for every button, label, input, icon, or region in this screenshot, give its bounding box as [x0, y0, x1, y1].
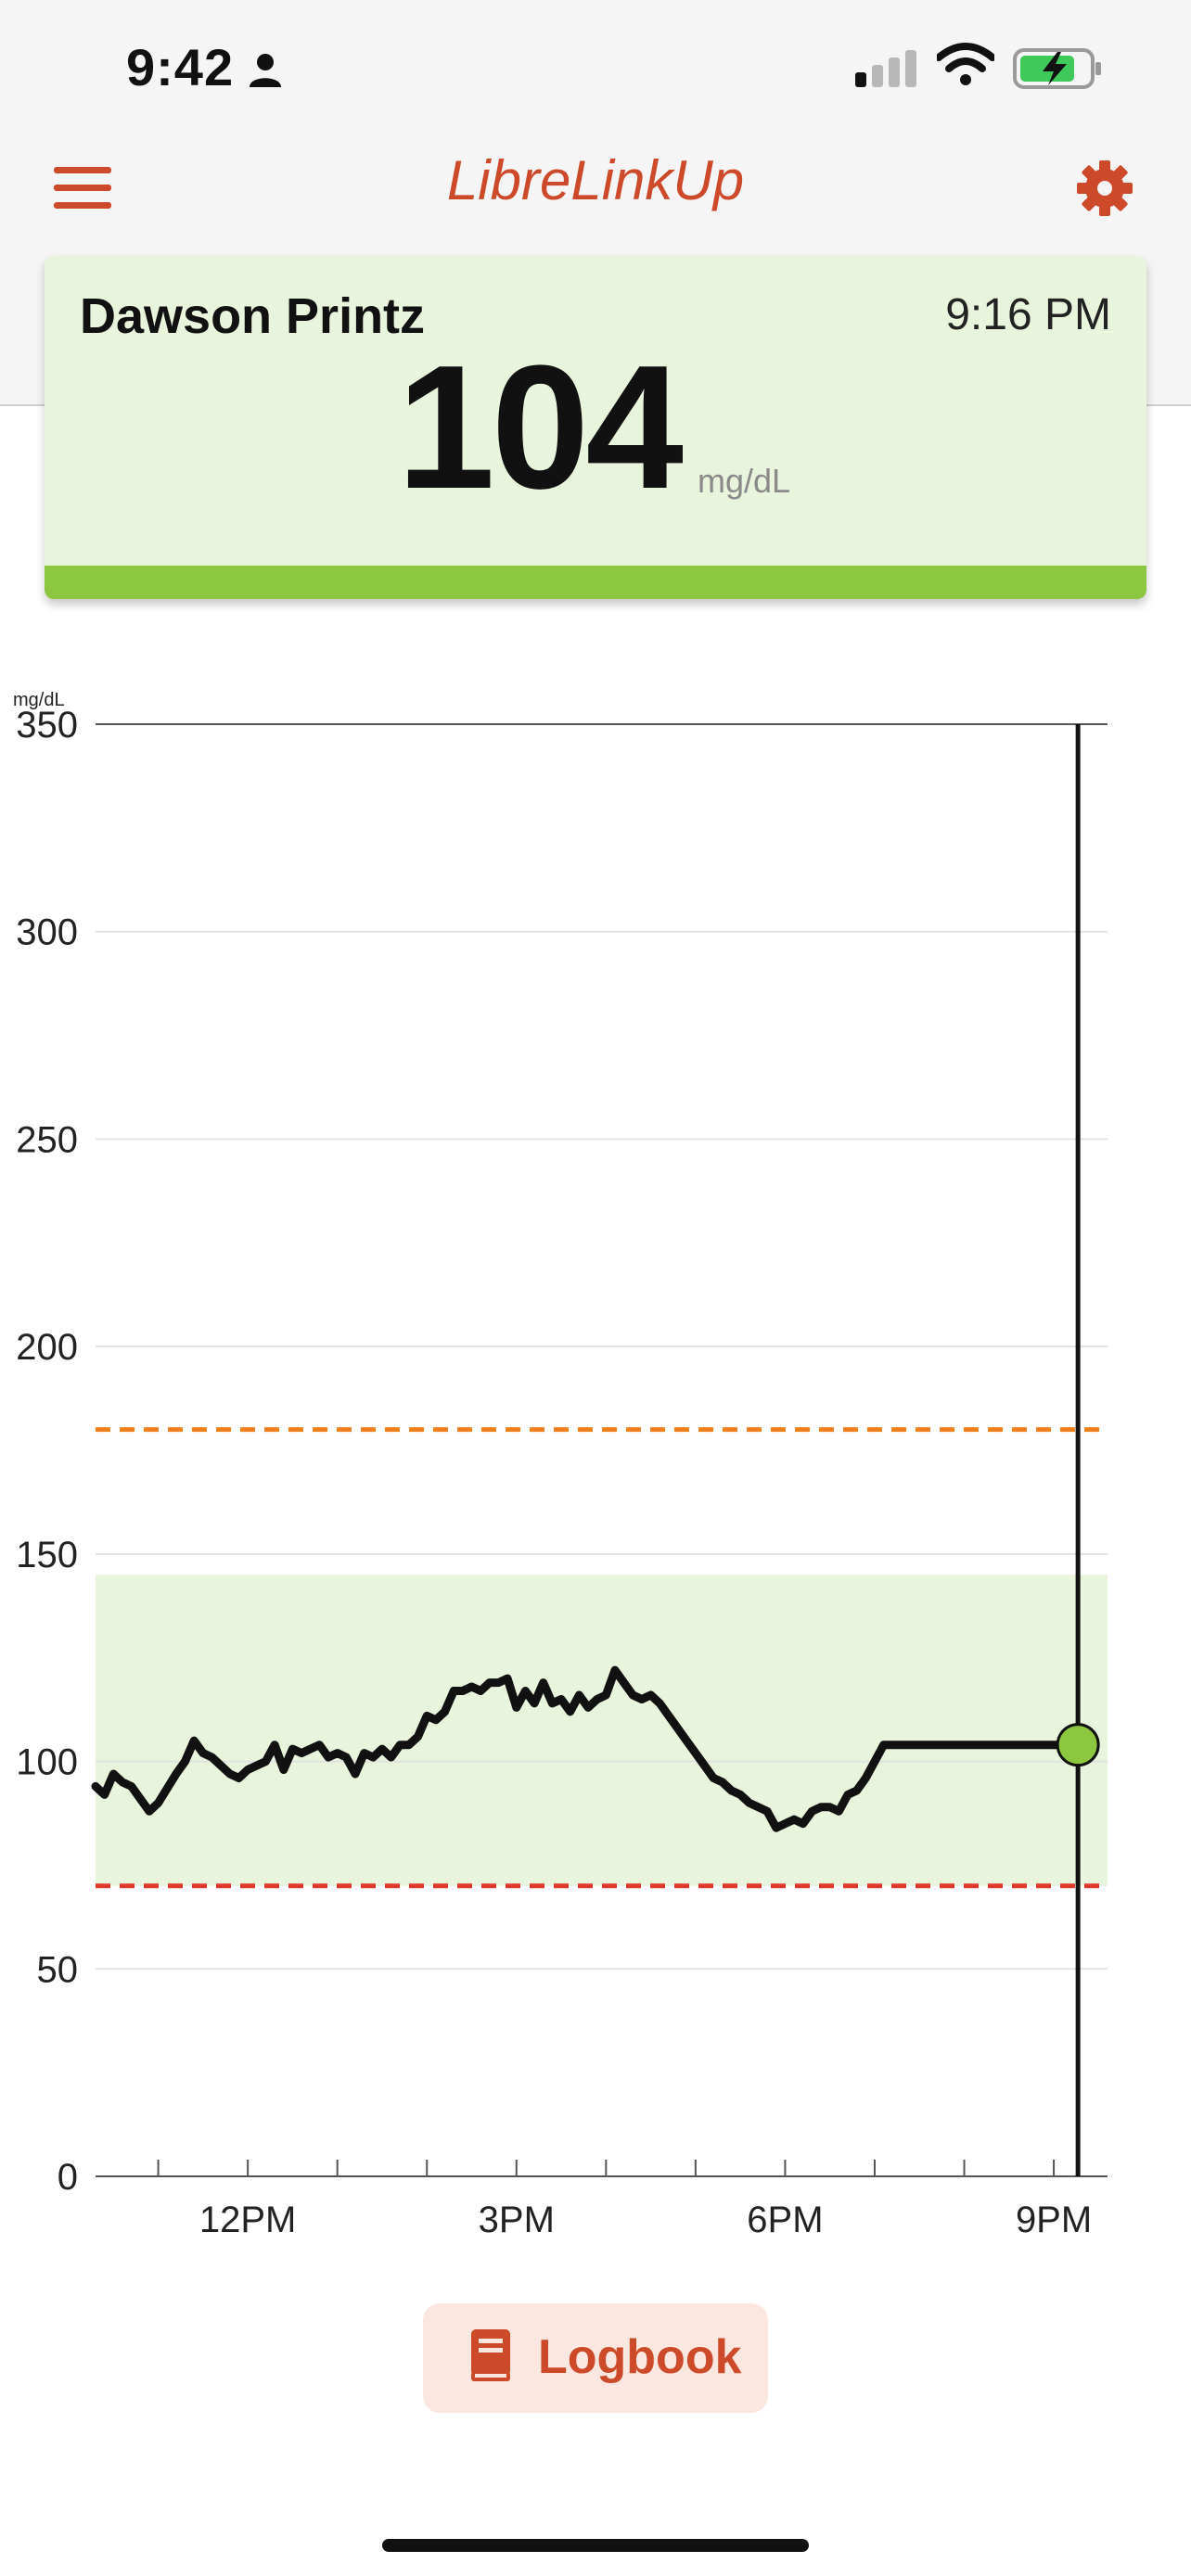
- y-tick-label: 100: [16, 1742, 78, 1783]
- person-icon: [250, 54, 281, 87]
- glucose-unit: mg/dL: [698, 462, 791, 500]
- y-tick-label: 350: [16, 705, 78, 746]
- hamburger-menu-icon[interactable]: [54, 167, 111, 215]
- y-tick-label: 50: [37, 1949, 79, 1990]
- cellular-signal-icon: [855, 50, 916, 87]
- status-bar-time: 9:42: [126, 38, 235, 96]
- home-indicator[interactable]: [382, 2539, 809, 2552]
- x-tick-label: 6PM: [747, 2200, 823, 2240]
- y-tick-label: 250: [16, 1119, 78, 1160]
- book-icon: [471, 2329, 510, 2381]
- logbook-button[interactable]: Logbook: [423, 2303, 768, 2413]
- y-axis-unit-label: mg/dL: [13, 690, 65, 710]
- y-tick-label: 300: [16, 912, 78, 953]
- x-tick-label: 12PM: [199, 2200, 297, 2240]
- glucose-value: 104: [397, 329, 684, 526]
- wifi-icon: [937, 43, 994, 85]
- y-tick-label: 0: [58, 2157, 78, 2198]
- current-reading-point: [1056, 1723, 1100, 1767]
- y-tick-label: 150: [16, 1535, 78, 1575]
- target-range-band: [96, 1575, 1108, 1886]
- x-tick-label: 9PM: [1016, 2200, 1092, 2240]
- y-tick-label: 200: [16, 1327, 78, 1368]
- battery-charging-icon: [1013, 48, 1101, 89]
- x-tick-label: 3PM: [479, 2200, 555, 2240]
- glucose-chart: 0 50 100 150 200 250 300 350 mg/dL 12PM 3PM 6PM 9PM: [0, 668, 1191, 2272]
- glucose-line: [91, 1665, 1082, 1832]
- gear-icon[interactable]: [1076, 159, 1133, 217]
- reading-time: 9:16 PM: [945, 290, 1111, 339]
- logbook-label: Logbook: [538, 2330, 742, 2384]
- status-color-bar: [45, 566, 1146, 599]
- glucose-reading-card[interactable]: Dawson Printz 9:16 PM 104 mg/dL: [45, 256, 1146, 599]
- app-title: LibreLinkUp: [446, 149, 745, 211]
- patient-name: Dawson Printz: [80, 288, 426, 344]
